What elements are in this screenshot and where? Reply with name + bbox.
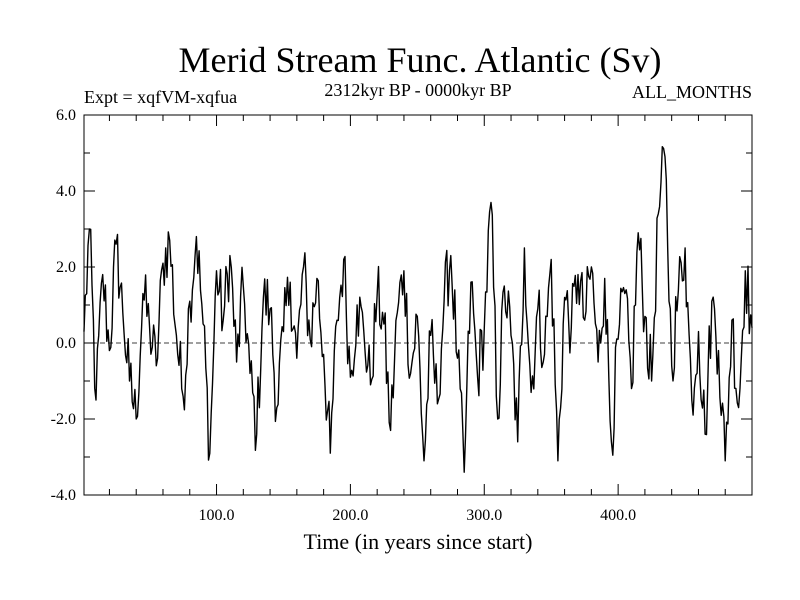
axis-ticks bbox=[84, 114, 752, 496]
y-tick-label: 0.0 bbox=[56, 335, 76, 352]
series-line bbox=[83, 145, 753, 473]
chart-subtitle-center: 2312kyr BP - 0000kyr BP bbox=[324, 80, 511, 100]
y-tick-label: 2.0 bbox=[56, 259, 76, 276]
chart-subtitle-right: ALL_MONTHS bbox=[632, 82, 752, 102]
x-axis-label: Time (in years since start) bbox=[304, 529, 533, 554]
y-tick-label: -2.0 bbox=[51, 411, 76, 428]
axis-tick-labels: -4.0 -2.0 0.0 2.0 4.0 6.0 100.0 200.0 300.0 400.0 bbox=[51, 107, 636, 524]
y-tick-label: 6.0 bbox=[56, 107, 76, 124]
x-tick-label: 400.0 bbox=[600, 507, 636, 524]
x-tick-label: 300.0 bbox=[466, 507, 502, 524]
chart-subtitle-left: Expt = xqfVM-xqfua bbox=[84, 87, 237, 107]
chart-title: Merid Stream Func. Atlantic (Sv) bbox=[179, 40, 662, 80]
y-tick-label: -4.0 bbox=[51, 487, 76, 504]
x-tick-label: 100.0 bbox=[199, 507, 235, 524]
y-tick-label: 4.0 bbox=[56, 183, 76, 200]
x-tick-label: 200.0 bbox=[332, 507, 368, 524]
plot-frame bbox=[83, 114, 753, 496]
